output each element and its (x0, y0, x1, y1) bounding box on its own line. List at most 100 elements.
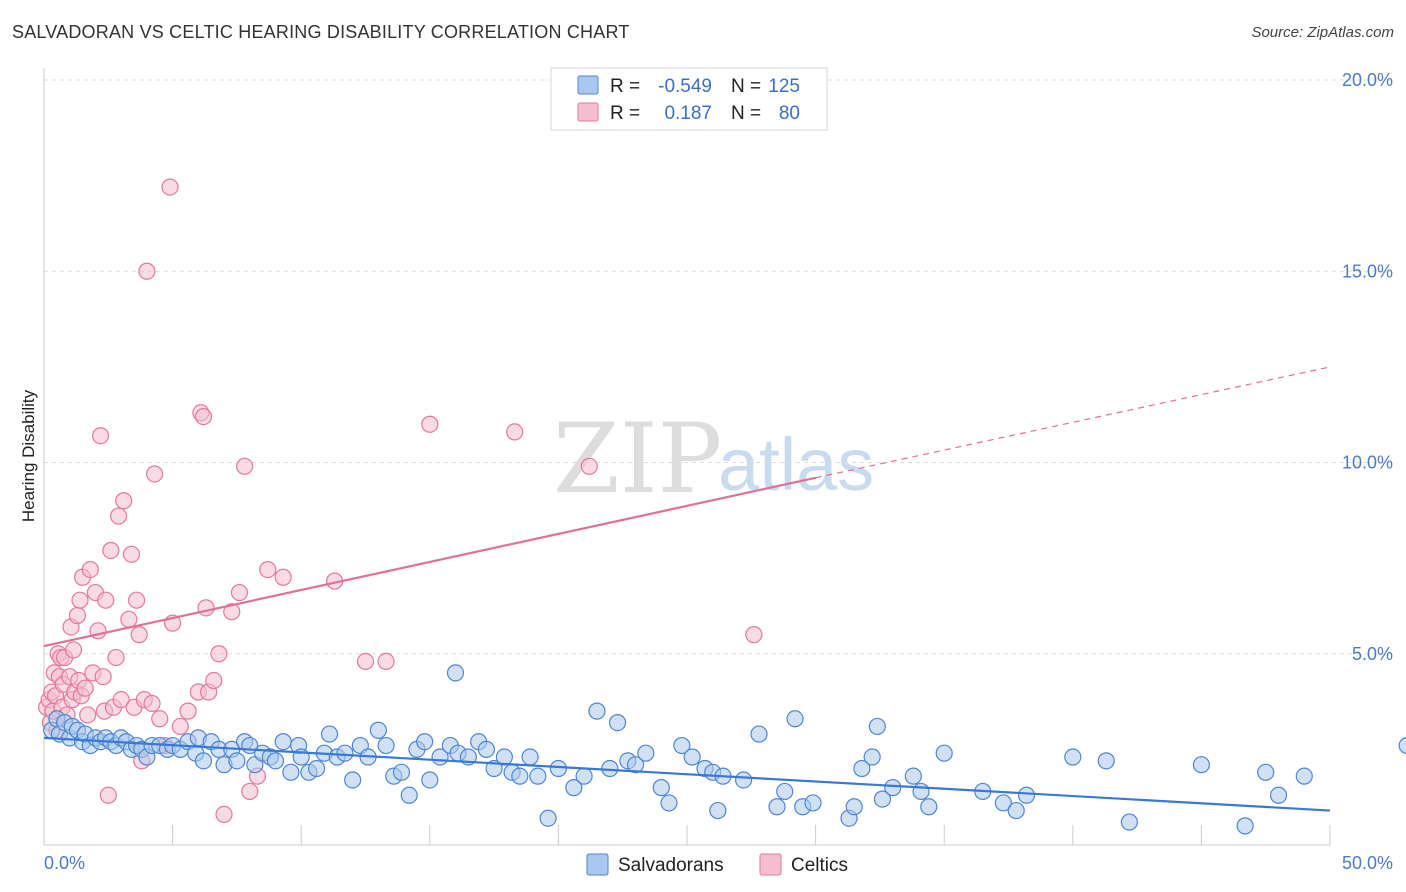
legend-n-value-salvadorans: 125 (768, 76, 800, 97)
celtics-point-56 (171, 717, 189, 736)
y-tick-label-15: 15.0% (1342, 261, 1393, 281)
salvadorans-point-41 (274, 733, 292, 751)
salvadorans-point-105 (884, 779, 902, 797)
celtics-point-49 (138, 262, 156, 280)
celtics-point-50 (143, 694, 161, 713)
celtics-point-63 (205, 671, 223, 690)
salvadorans-point-101 (853, 759, 871, 778)
celtics-point-20 (68, 606, 87, 625)
salvadorans-point-122 (1398, 737, 1406, 755)
salvadorans-point-69 (495, 748, 513, 766)
y-tick-label-5: 5.0% (1352, 644, 1393, 664)
salvadorans-point-42 (282, 763, 300, 781)
celtics-point-61 (197, 599, 215, 617)
salvadorans-point-115 (1097, 752, 1115, 770)
celtics-point-64 (210, 645, 228, 663)
legend-r-value-celtics: 0.187 (664, 103, 712, 124)
salvadorans-point-74 (539, 809, 557, 827)
salvadorans-point-50 (336, 744, 354, 762)
salvadorans-point-80 (608, 713, 627, 732)
trendlines (43, 366, 1331, 812)
legend-r-value-salvadorans: -0.549 (658, 76, 712, 97)
salvadorans-point-86 (673, 736, 691, 755)
salvadorans-point-112 (1007, 801, 1025, 820)
salvadorans-point-34 (228, 752, 246, 770)
salvadorans-point-78 (588, 702, 606, 720)
salvadorans-point-93 (750, 725, 768, 743)
legend-swatch-salvadorans (577, 75, 599, 95)
celtics-point-40 (112, 691, 130, 709)
celtics-point-45 (127, 591, 146, 609)
watermark-atlas: atlas (718, 423, 874, 506)
salvadorans-point-60 (416, 733, 434, 751)
celtics-point-57 (179, 702, 197, 720)
salvadorans-point-55 (377, 736, 395, 755)
celtics-point-22 (71, 591, 89, 609)
salvadorans-point-109 (935, 744, 953, 762)
celtics-point-32 (94, 668, 112, 686)
salvadorans-point-118 (1236, 817, 1254, 835)
salvadorans-point-98 (804, 794, 822, 812)
salvadorans-point-120 (1269, 786, 1288, 804)
celtics-point-67 (230, 583, 249, 602)
celtics-point-52 (151, 710, 169, 728)
legend-top: R = -0.549 N = 125 R = 0.187 N = 80 (550, 67, 828, 131)
salvadorans-point-94 (768, 798, 786, 816)
salvadorans-point-83 (637, 744, 655, 762)
tick-labels: 5.0% 10.0% 15.0% 20.0% 0.0% 50.0% (44, 70, 1393, 873)
celtics-point-42 (120, 610, 138, 628)
salvadorans-point-29 (194, 752, 213, 770)
trendline-celtics (43, 476, 816, 648)
celtics-point-31 (91, 427, 110, 445)
legend-n-label-salvadorans: N = (731, 76, 761, 97)
salvadorans-point-116 (1120, 813, 1138, 831)
celtics-point-27 (81, 560, 99, 579)
salvadorans-point-119 (1257, 763, 1275, 781)
salvadorans-point-57 (392, 763, 411, 781)
celtics-point-34 (97, 591, 115, 609)
celtics-point-69 (241, 782, 259, 801)
celtics-point-79 (745, 626, 763, 644)
salvadorans-point-104 (873, 790, 892, 808)
legend-bottom-swatch-celtics (759, 853, 782, 876)
salvadorans-point-111 (994, 794, 1012, 812)
celtics-point-77 (506, 423, 524, 441)
watermark-zip: ZIP (553, 403, 722, 515)
celtics-point-25 (76, 679, 94, 697)
celtics-points (37, 178, 763, 824)
salvadorans-point-76 (565, 779, 583, 797)
celtics-point-18 (64, 641, 83, 659)
legend-bottom-label-celtics: Celtics (791, 855, 848, 876)
celtics-point-75 (377, 652, 395, 671)
celtics-point-66 (223, 603, 241, 621)
salvadorans-point-121 (1295, 767, 1313, 785)
celtics-point-38 (107, 648, 125, 667)
celtics-point-68 (236, 457, 254, 475)
salvadorans-points (43, 664, 1406, 835)
salvadorans-point-61 (421, 771, 439, 789)
salvadorans-point-73 (529, 767, 547, 785)
salvadorans-point-102 (863, 748, 881, 766)
source-label: Source: ZipAtlas.com (1251, 24, 1394, 41)
y-tick-label-10: 10.0% (1342, 453, 1393, 473)
salvadorans-point-96 (786, 710, 804, 728)
salvadorans-point-90 (709, 801, 727, 820)
gridlines (44, 79, 1394, 655)
legend-bottom-label-salvadorans: Salvadorans (618, 855, 724, 876)
celtics-point-71 (259, 560, 277, 579)
legend-r-label-celtics: R = (610, 103, 640, 124)
celtics-point-36 (102, 541, 120, 560)
celtics-point-65 (215, 805, 233, 824)
celtics-point-41 (115, 492, 133, 510)
salvadorans-point-85 (660, 794, 678, 812)
celtics-point-26 (79, 706, 97, 724)
celtics-point-51 (145, 465, 164, 483)
celtics-point-74 (356, 652, 375, 671)
celtics-point-39 (109, 507, 128, 525)
celtics-point-43 (122, 545, 141, 563)
salvadorans-point-54 (369, 721, 387, 739)
salvadorans-point-71 (511, 767, 529, 785)
salvadorans-point-77 (575, 767, 593, 785)
salvadorans-point-108 (920, 798, 938, 816)
